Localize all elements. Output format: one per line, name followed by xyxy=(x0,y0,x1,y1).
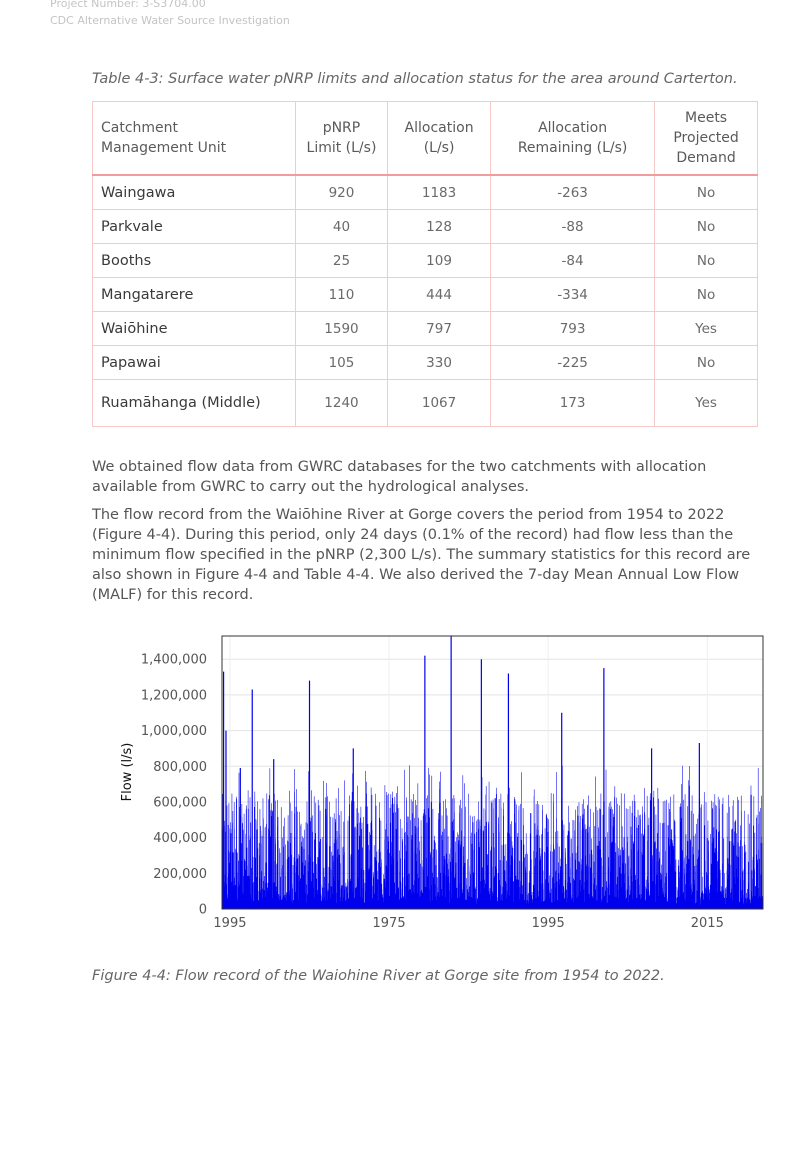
paragraph-flow-data: We obtained flow data from GWRC database… xyxy=(92,459,707,495)
cell-pnrp-limit: 25 xyxy=(294,243,389,278)
cell-allocation: 128 xyxy=(387,209,492,244)
table-row: Waingawa 920 1183 -263 No xyxy=(92,174,758,210)
table-row: Waiōhine 1590 797 793 Yes xyxy=(92,311,758,346)
y-tick-label: 400,000 xyxy=(153,831,207,846)
cell-pnrp-limit: 110 xyxy=(294,277,389,312)
cell-catchment: Booths xyxy=(92,243,296,278)
y-tick-label: 800,000 xyxy=(153,760,207,775)
cell-meets-demand: Yes xyxy=(654,311,758,346)
table-header-row: Catchment Management Unit pNRP Limit (L/s)… xyxy=(92,101,758,176)
cell-allocation: 444 xyxy=(387,277,492,312)
project-number: Project Number: 3-S3704.00 xyxy=(50,0,206,10)
figure-caption: Figure 4-4: Flow record of the Waiohine … xyxy=(92,968,665,984)
allocation-table: Catchment Management Unit pNRP Limit (L/s)… xyxy=(92,101,758,427)
col-header-allocation: Allocation (L/s) xyxy=(387,101,492,176)
cell-catchment: Ruamāhanga (Middle) xyxy=(92,379,296,427)
flow-chart: 0 200,000 400,000 600,000 800,000 1,000,000 1,… xyxy=(120,635,764,931)
cell-allocation: 330 xyxy=(387,345,492,380)
cell-remaining: -84 xyxy=(490,243,656,278)
cell-meets-demand: No xyxy=(654,174,758,210)
cell-pnrp-limit: 105 xyxy=(294,345,389,380)
table-row: Booths 25 109 -84 No xyxy=(92,243,758,278)
col-header-meets-demand: Meets Projected Demand xyxy=(654,101,758,176)
cell-meets-demand: No xyxy=(654,345,758,380)
col-header-pnrp-limit: pNRP Limit (L/s) xyxy=(294,101,389,176)
cell-remaining: -225 xyxy=(490,345,656,380)
table-row: Papawai 105 330 -225 No xyxy=(92,345,758,380)
cell-remaining: -334 xyxy=(490,277,656,312)
cell-meets-demand: No xyxy=(654,277,758,312)
cell-allocation: 797 xyxy=(387,311,492,346)
x-tick-label: 1995 xyxy=(532,916,565,931)
y-tick-label: 0 xyxy=(199,903,207,918)
x-tick-label: 2015 xyxy=(691,916,724,931)
cell-remaining: 793 xyxy=(490,311,656,346)
cell-allocation: 109 xyxy=(387,243,492,278)
cell-meets-demand: Yes xyxy=(654,379,758,427)
table-row: Ruamāhanga (Middle) 1240 1067 173 Yes xyxy=(92,379,758,427)
cell-meets-demand: No xyxy=(654,243,758,278)
y-tick-label: 1,000,000 xyxy=(141,724,207,739)
y-axis-ticks: 0 200,000 400,000 600,000 800,000 1,000,000 1,… xyxy=(141,653,207,918)
cell-remaining: -88 xyxy=(490,209,656,244)
cell-catchment: Waiōhine xyxy=(92,311,296,346)
cell-pnrp-limit: 920 xyxy=(294,174,389,210)
cell-pnrp-limit: 1590 xyxy=(294,311,389,346)
table-row: Parkvale 40 128 -88 No xyxy=(92,209,758,244)
table-row: Mangatarere 110 444 -334 No xyxy=(92,277,758,312)
y-tick-label: 200,000 xyxy=(153,867,207,882)
x-axis-ticks: 1995 1975 1995 2015 xyxy=(213,916,723,931)
y-tick-label: 1,400,000 xyxy=(141,653,207,668)
cell-catchment: Mangatarere xyxy=(92,277,296,312)
cell-remaining: 173 xyxy=(490,379,656,427)
y-tick-label: 1,200,000 xyxy=(141,688,207,703)
cell-catchment: Parkvale xyxy=(92,209,296,244)
col-header-allocation-remaining: Allocation Remaining (L/s) xyxy=(490,101,656,176)
cell-meets-demand: No xyxy=(654,209,758,244)
cell-catchment: Waingawa xyxy=(92,174,296,210)
y-axis-label: Flow (l/s) xyxy=(120,743,135,802)
cell-allocation: 1183 xyxy=(387,174,492,210)
flow-series xyxy=(222,636,764,909)
x-tick-label: 1995 xyxy=(213,916,246,931)
x-tick-label: 1975 xyxy=(373,916,406,931)
cell-catchment: Papawai xyxy=(92,345,296,380)
paragraph-flow-record: The flow record from the Waiōhine River … xyxy=(92,507,751,603)
y-tick-label: 600,000 xyxy=(153,795,207,810)
plot-frame xyxy=(221,635,764,910)
cell-pnrp-limit: 40 xyxy=(294,209,389,244)
col-header-catchment: Catchment Management Unit xyxy=(92,101,296,176)
project-title: CDC Alternative Water Source Investigati… xyxy=(50,14,290,27)
table-caption: Table 4-3: Surface water pNRP limits and… xyxy=(92,71,738,87)
cell-remaining: -263 xyxy=(490,174,656,210)
cell-allocation: 1067 xyxy=(387,379,492,427)
cell-pnrp-limit: 1240 xyxy=(294,379,389,427)
